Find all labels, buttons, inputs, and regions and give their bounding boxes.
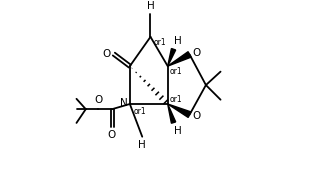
- Text: H: H: [138, 140, 146, 150]
- Text: O: O: [107, 130, 115, 140]
- Polygon shape: [168, 49, 176, 66]
- Polygon shape: [168, 104, 176, 123]
- Text: or1: or1: [154, 38, 167, 46]
- Text: O: O: [102, 49, 111, 59]
- Text: or1: or1: [133, 107, 146, 116]
- Text: O: O: [94, 95, 102, 105]
- Polygon shape: [168, 52, 191, 66]
- Text: or1: or1: [170, 95, 183, 104]
- Text: O: O: [193, 111, 201, 121]
- Text: N: N: [119, 98, 127, 108]
- Text: O: O: [193, 48, 201, 58]
- Text: or1: or1: [170, 67, 183, 76]
- Text: H: H: [147, 1, 154, 11]
- Text: H: H: [174, 126, 182, 136]
- Text: H: H: [174, 36, 182, 46]
- Polygon shape: [168, 104, 191, 117]
